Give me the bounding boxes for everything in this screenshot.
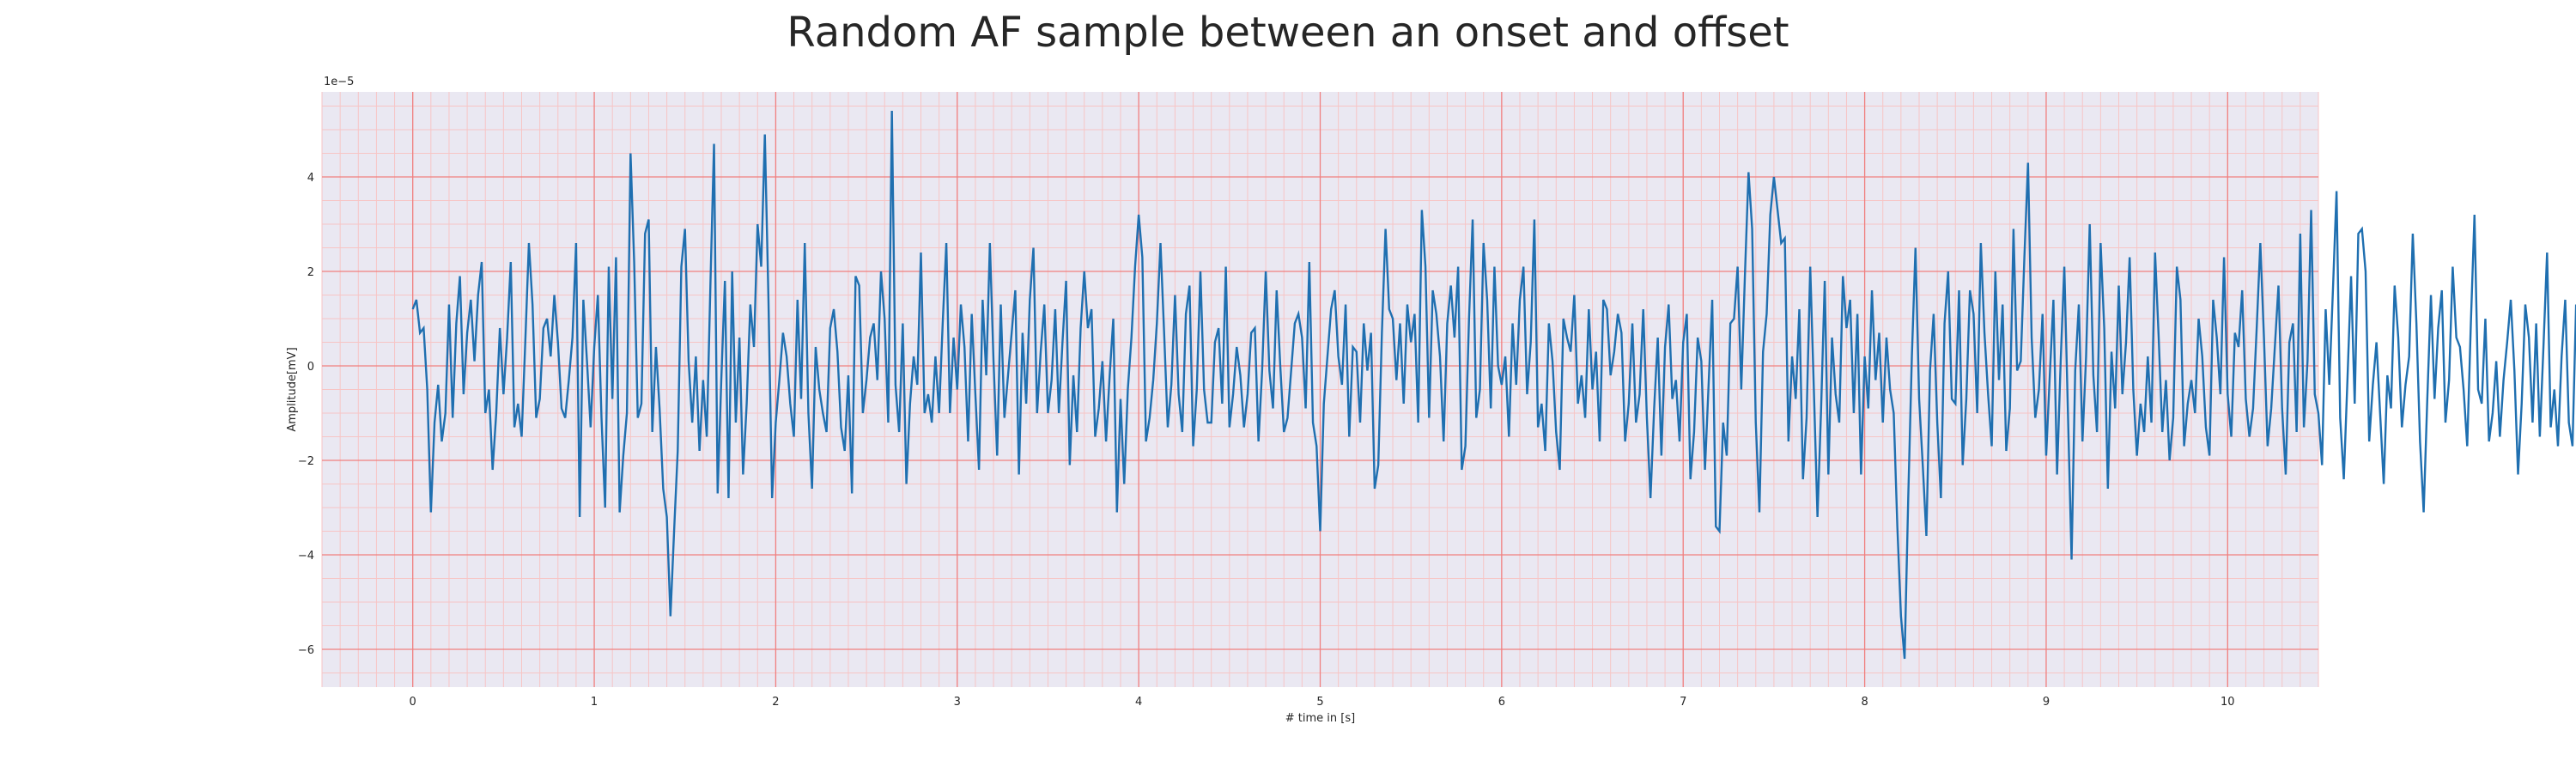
x-tick-label: 8 <box>1861 696 1868 709</box>
y-tick-label: 2 <box>307 266 314 279</box>
x-axis-ticks: 0 1 2 3 4 5 6 7 8 9 10 <box>410 696 2235 709</box>
y-tick-label: 0 <box>307 361 314 374</box>
y-tick-label: −2 <box>298 455 314 468</box>
chart-title: Random AF sample between an onset and of… <box>787 9 1789 57</box>
x-tick-label: 9 <box>2043 696 2050 709</box>
x-tick-label: 1 <box>591 696 598 709</box>
x-tick-label: 6 <box>1498 696 1505 709</box>
y-tick-label: −6 <box>298 644 314 657</box>
y-axis-label: Amplitude[mV] <box>286 347 299 431</box>
x-axis-label: # time in [s] <box>1285 712 1355 725</box>
y-tick-label: 4 <box>307 172 314 185</box>
x-tick-label: 0 <box>410 696 416 709</box>
y-tick-label: −4 <box>298 550 314 563</box>
y-axis-offset-text: 1e−5 <box>324 76 354 88</box>
series-line <box>411 110 2576 660</box>
x-tick-label: 4 <box>1135 696 1142 709</box>
x-tick-label: 7 <box>1680 696 1686 709</box>
y-axis-ticks: −6 −4 −2 0 2 4 <box>298 172 314 657</box>
x-tick-label: 5 <box>1316 696 1323 709</box>
x-tick-label: 3 <box>954 696 961 709</box>
x-tick-label: 2 <box>772 696 779 709</box>
major-grid <box>322 92 2318 687</box>
x-tick-label: 10 <box>2221 696 2235 709</box>
